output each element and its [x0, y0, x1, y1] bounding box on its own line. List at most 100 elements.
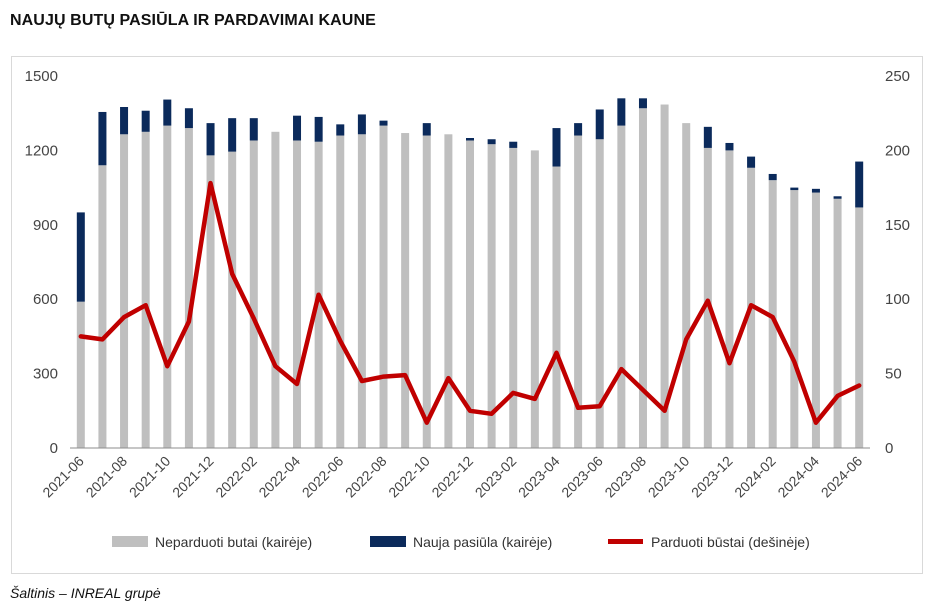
x-tick-2022-12: 2022-12: [428, 453, 476, 501]
bar-new-supply-2022-10: [422, 123, 431, 136]
bar-unsold-2022-09: [401, 133, 410, 449]
bar-new-supply-2024-03: [790, 187, 799, 191]
x-tick-2021-08: 2021-08: [83, 453, 131, 501]
x-tick-2023-04: 2023-04: [515, 453, 563, 501]
legend-swatch-new-supply: [370, 536, 406, 547]
bar-new-supply-2024-06: [855, 161, 864, 208]
x-tick-2023-08: 2023-08: [601, 453, 649, 501]
bar-new-supply-2022-06: [336, 124, 345, 136]
bar-new-supply-2023-04: [552, 128, 561, 167]
bar-unsold-2023-12: [725, 150, 734, 448]
bar-unsold-2021-11: [184, 128, 193, 448]
bar-unsold-2021-09: [141, 131, 150, 449]
bar-unsold-2022-11: [444, 134, 453, 448]
bar-unsold-2024-04: [811, 192, 820, 448]
y-left-tick-0: 0: [50, 440, 58, 457]
y-right-tick-100: 100: [885, 291, 910, 308]
line-sold-homes: [78, 180, 862, 425]
bar-unsold-2023-05: [574, 135, 583, 448]
x-tick-2021-12: 2021-12: [169, 453, 217, 501]
bar-new-supply-2022-07: [357, 114, 366, 135]
bar-new-supply-2024-02: [768, 173, 777, 181]
y-left-tick-900: 900: [33, 217, 58, 234]
y-left-tick-300: 300: [33, 366, 58, 383]
bar-unsold-2023-02: [509, 147, 518, 449]
y-left-tick-600: 600: [33, 291, 58, 308]
x-tick-2023-06: 2023-06: [558, 453, 606, 501]
bar-new-supply-2023-02: [509, 141, 518, 148]
bar-unsold-2023-10: [682, 123, 691, 449]
x-tick-2021-06: 2021-06: [39, 453, 87, 501]
bar-unsold-2024-05: [833, 198, 842, 448]
bar-unsold-2021-08: [120, 134, 129, 448]
y-right-tick-50: 50: [885, 366, 902, 383]
line-group: [78, 180, 862, 425]
bar-unsold-2022-03: [271, 131, 280, 449]
bar-unsold-2023-03: [530, 150, 539, 448]
bar-unsold-2022-06: [336, 135, 345, 448]
bar-unsold-2021-12: [206, 155, 215, 449]
y-left-tick-1200: 1200: [25, 142, 58, 159]
bar-new-supply-2021-06: [76, 212, 85, 302]
bar-new-supply-2023-06: [595, 109, 604, 140]
bar-new-supply-2024-04: [811, 188, 820, 193]
bar-new-supply-2022-02: [249, 118, 258, 141]
legend-label-new-supply: Nauja pasiūla (kairėje): [413, 534, 552, 550]
x-tick-2024-02: 2024-02: [731, 453, 779, 501]
bar-new-supply-2021-09: [141, 110, 150, 132]
x-tick-2022-08: 2022-08: [342, 453, 390, 501]
bar-unsold-2022-02: [249, 140, 258, 449]
y-right-tick-250: 250: [885, 68, 910, 85]
bar-new-supply-2023-07: [617, 98, 626, 126]
bar-unsold-2024-06: [855, 207, 864, 448]
bar-new-supply-2022-01: [228, 118, 237, 152]
chart-title: NAUJŲ BUTŲ PASIŪLA IR PARDAVIMAI KAUNE: [10, 12, 376, 29]
legend-label-unsold: Neparduoti butai (kairėje): [155, 534, 312, 550]
bar-unsold-2023-11: [703, 147, 712, 449]
bar-unsold-2022-07: [357, 134, 366, 448]
bar-unsold-2023-04: [552, 166, 561, 448]
bar-new-supply-2022-04: [293, 115, 302, 141]
bar-unsold-2021-06: [76, 301, 85, 448]
x-tick-2022-02: 2022-02: [212, 453, 260, 501]
bar-unsold-2022-04: [293, 140, 302, 449]
legend-label-sold: Parduoti būstai (dešinėje): [651, 534, 810, 550]
x-tick-2024-06: 2024-06: [818, 453, 866, 501]
source-note: Šaltinis – INREAL grupė: [10, 585, 161, 601]
bar-new-supply-2022-05: [314, 116, 323, 142]
bar-unsold-2022-08: [379, 125, 388, 448]
x-tick-2022-04: 2022-04: [255, 453, 303, 501]
x-tick-2023-02: 2023-02: [472, 453, 520, 501]
legend: Neparduoti butai (kairėje) Nauja pasiūla…: [112, 534, 810, 550]
y-left-tick-1500: 1500: [25, 68, 58, 85]
bar-unsold-2022-12: [466, 140, 474, 449]
x-tick-2024-04: 2024-04: [774, 453, 822, 501]
y-right-tick-0: 0: [885, 440, 893, 457]
bar-unsold-2023-08: [638, 108, 647, 449]
bar-new-supply-2021-08: [120, 107, 129, 135]
bar-unsold-2022-01: [228, 151, 237, 448]
bar-new-supply-2021-07: [98, 111, 107, 166]
bar-new-supply-2021-11: [184, 108, 193, 129]
bar-new-supply-2022-12: [466, 138, 474, 141]
bar-new-supply-2023-08: [638, 98, 647, 109]
bar-unsold-2023-06: [595, 139, 604, 449]
bar-new-supply-2023-01: [487, 139, 496, 145]
bar-new-supply-2021-12: [206, 123, 215, 156]
bar-new-supply-2024-05: [833, 196, 842, 199]
y-right-tick-200: 200: [885, 142, 910, 159]
bar-new-supply-2023-12: [725, 142, 734, 151]
bar-new-supply-2021-10: [163, 99, 172, 126]
bar-unsold-2023-09: [660, 104, 669, 449]
legend-swatch-unsold: [112, 536, 148, 547]
x-tick-2023-12: 2023-12: [688, 453, 736, 501]
x-tick-2022-10: 2022-10: [385, 453, 433, 501]
x-tick-2021-10: 2021-10: [126, 453, 174, 501]
bar-unsold-2023-07: [617, 125, 626, 448]
bar-new-supply-2023-11: [703, 126, 712, 148]
bar-new-supply-2024-01: [747, 156, 756, 168]
x-tick-2023-10: 2023-10: [645, 453, 693, 501]
bar-unsold-2022-10: [422, 135, 431, 448]
bar-unsold-2024-02: [768, 180, 777, 448]
